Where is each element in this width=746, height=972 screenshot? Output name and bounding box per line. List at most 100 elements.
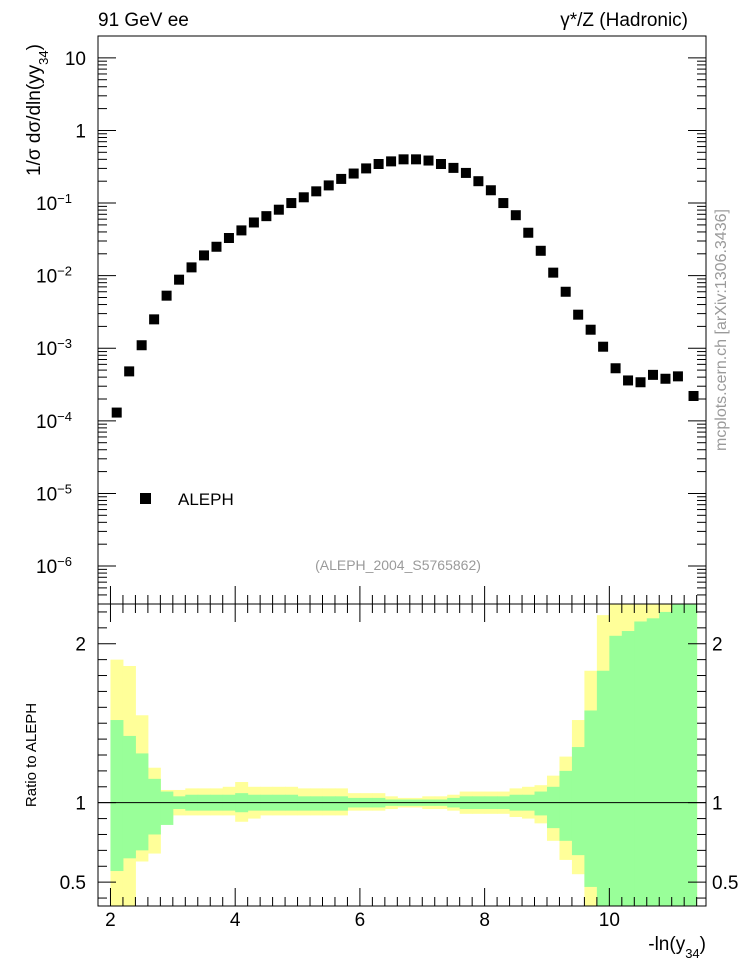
data-point <box>149 314 160 325</box>
main-y-axis-label: 1/σ dσ/dln(yy34) <box>24 44 51 176</box>
ratio-y-tick-label-right: 1 <box>712 794 723 815</box>
data-point <box>460 167 471 178</box>
data-point <box>535 245 546 256</box>
main-frame <box>97 35 707 605</box>
data-point <box>336 173 347 184</box>
ratio-y-axis: 0.5 0.5 1 1 2 2 <box>60 611 738 899</box>
x-tick-label: 10 <box>599 910 620 931</box>
data-point <box>485 185 496 196</box>
data-point <box>523 227 534 238</box>
band-inner-bin <box>160 791 174 825</box>
main-series-points <box>111 154 699 418</box>
data-point <box>236 225 247 236</box>
band-inner-bin <box>546 786 560 829</box>
data-point <box>411 154 422 165</box>
data-point <box>498 198 509 209</box>
data-point <box>273 204 284 215</box>
data-point <box>199 250 210 261</box>
ratio-y-tick-label: 1 <box>75 794 86 815</box>
band-inner-bin <box>135 753 149 851</box>
x-tick-label: 4 <box>230 910 241 931</box>
data-point <box>672 371 683 382</box>
band-inner-bin <box>609 635 623 906</box>
band-inner-bin <box>334 796 348 811</box>
band-inner-bin <box>571 747 585 856</box>
data-point <box>261 211 272 222</box>
data-point <box>286 198 297 209</box>
data-point <box>386 156 397 167</box>
ratio-y-tick-label: 2 <box>75 635 86 656</box>
ratio-panel: 0.5 0.5 1 1 2 2 2 4 6 8 10 Ratio to ALEPH -ln(y34… <box>23 603 738 961</box>
data-point <box>660 373 671 384</box>
band-inner-bin <box>322 796 336 811</box>
analysis-label: (ALEPH_2004_S5765862) <box>315 557 481 573</box>
data-point <box>647 369 658 380</box>
data-point <box>635 377 646 388</box>
data-point <box>423 155 434 166</box>
band-inner-bin <box>559 770 573 841</box>
x-tick-label: 6 <box>355 910 366 931</box>
data-point <box>124 366 135 377</box>
legend-marker-square <box>140 493 151 504</box>
data-point <box>373 159 384 170</box>
data-point <box>448 162 459 173</box>
x-tick-label: 8 <box>479 910 490 931</box>
data-point <box>323 180 334 191</box>
main-y-tick-label: 10−4 <box>36 408 72 433</box>
band-inner-bin <box>634 621 648 906</box>
data-point <box>248 217 259 228</box>
data-point <box>348 168 359 179</box>
band-inner-bin <box>659 611 673 906</box>
data-point <box>136 340 147 351</box>
data-point <box>560 286 571 297</box>
main-y-tick-label: 10 <box>65 49 86 70</box>
band-inner-bin <box>584 710 598 887</box>
band-inner-bin <box>310 796 323 811</box>
x-axis-label: -ln(y34) <box>648 934 706 961</box>
main-panel: 10 1 10−1 10−2 10−3 10−4 10−5 10−6 1/σ dσ/dln(y… <box>24 35 707 605</box>
band-inner-bin <box>671 604 685 906</box>
main-y-tick-label: 1 <box>75 121 86 142</box>
data-point <box>186 262 197 273</box>
header-left-label: 91 GeV ee <box>98 10 189 31</box>
data-point <box>398 154 409 165</box>
data-point <box>223 233 234 244</box>
main-x-ticks <box>109 586 698 604</box>
data-point <box>473 176 484 187</box>
band-inner-bin <box>596 670 610 906</box>
data-point <box>211 241 222 252</box>
band-inner-bin <box>122 735 136 859</box>
main-y-tick-label: 10−5 <box>36 481 72 506</box>
data-point <box>311 186 322 197</box>
data-point <box>298 192 309 203</box>
data-point <box>598 341 609 352</box>
main-y-tick-label: 10−3 <box>36 336 72 361</box>
mcplots-stamp: mcplots.cern.ch [arXiv:1306.3436] <box>713 209 730 451</box>
main-y-tick-label: 10−6 <box>36 554 72 579</box>
data-point <box>435 159 446 170</box>
data-point <box>610 363 621 374</box>
ratio-frame <box>97 603 707 907</box>
ratio-y-axis-label: Ratio to ALEPH <box>23 703 40 807</box>
ratio-y-tick-label: 0.5 <box>60 873 86 894</box>
data-point <box>510 210 521 221</box>
x-tick-label: 2 <box>105 910 116 931</box>
ratio-y-tick-label-right: 0.5 <box>712 873 738 894</box>
main-y-tick-label: 10−2 <box>36 263 72 288</box>
header-right-label: γ*/Z (Hadronic) <box>560 10 688 31</box>
band-inner-bin <box>646 618 660 906</box>
main-y-tick-label: 10−1 <box>36 191 72 216</box>
main-y-axis: 10 1 10−1 10−2 10−3 10−4 10−5 10−6 <box>36 35 706 605</box>
ratio-bands <box>110 604 698 906</box>
band-inner-bin <box>621 631 635 906</box>
data-point <box>111 407 122 418</box>
data-point <box>623 375 634 386</box>
band-inner-bin <box>147 778 161 835</box>
data-point <box>573 309 584 320</box>
legend: ALEPH <box>140 490 234 509</box>
ratio-x-axis: 2 4 6 8 10 <box>105 604 698 931</box>
band-inner-bin <box>297 796 311 811</box>
data-point <box>688 390 699 401</box>
data-point <box>548 267 559 278</box>
